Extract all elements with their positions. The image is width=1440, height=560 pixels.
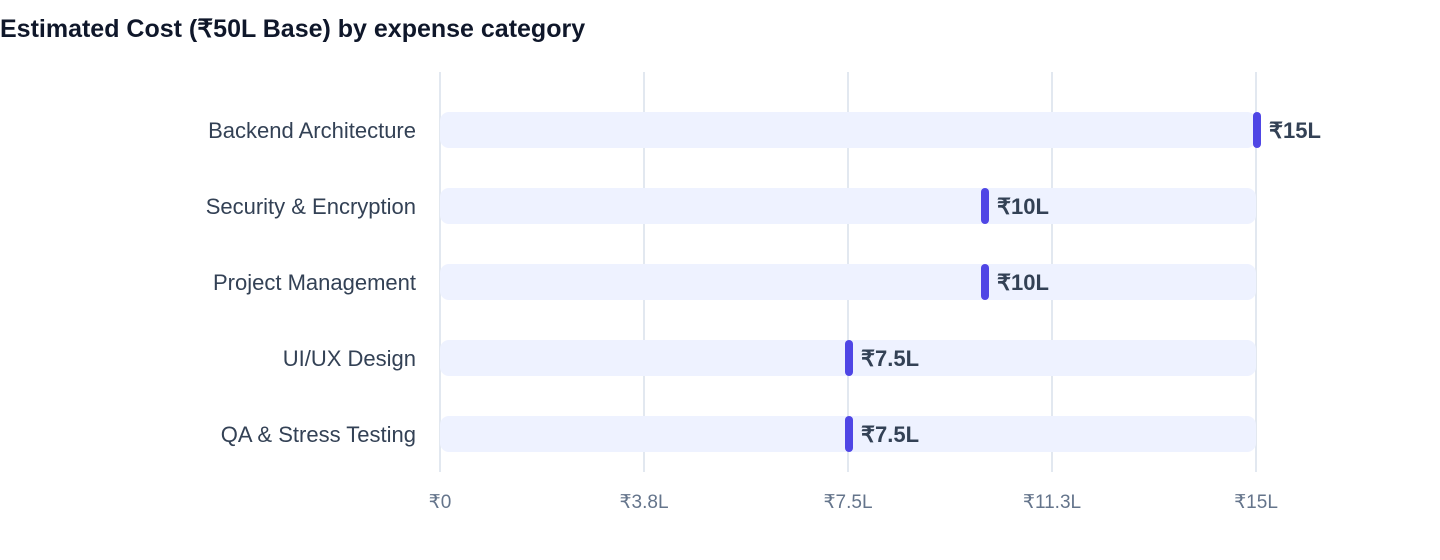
bar-value-marker[interactable] — [981, 188, 989, 224]
x-tick-label: ₹7.5L — [823, 492, 872, 513]
bar-track — [440, 264, 1256, 300]
value-label: ₹15L — [1269, 118, 1321, 143]
category-label: Security & Encryption — [206, 194, 416, 219]
bar-track — [440, 112, 1256, 148]
bar-rows: Backend Architecture ₹15L Security & Encry… — [206, 112, 1321, 452]
value-label: ₹10L — [997, 194, 1049, 219]
bar-row: QA & Stress Testing ₹7.5L — [221, 416, 1256, 452]
bar-row: UI/UX Design ₹7.5L — [283, 340, 1256, 376]
value-label: ₹7.5L — [861, 422, 919, 447]
bar-value-marker[interactable] — [845, 340, 853, 376]
x-tick-label: ₹0 — [429, 492, 452, 513]
category-label: QA & Stress Testing — [221, 422, 416, 447]
category-label: UI/UX Design — [283, 346, 416, 371]
bar-row: Project Management ₹10L — [213, 264, 1256, 300]
bar-value-marker[interactable] — [845, 416, 853, 452]
bar-row: Security & Encryption ₹10L — [206, 188, 1256, 224]
value-label: ₹10L — [997, 270, 1049, 295]
bar-value-marker[interactable] — [1253, 112, 1261, 148]
bar-track — [440, 188, 1256, 224]
bar-value-marker[interactable] — [981, 264, 989, 300]
category-label: Project Management — [213, 270, 416, 295]
x-tick-label: ₹3.8L — [619, 492, 668, 513]
category-label: Backend Architecture — [208, 118, 416, 143]
value-label: ₹7.5L — [861, 346, 919, 371]
x-tick-label: ₹15L — [1234, 492, 1278, 513]
bar-row: Backend Architecture ₹15L — [208, 112, 1321, 148]
x-axis-ticks: ₹0 ₹3.8L ₹7.5L ₹11.3L ₹15L — [429, 492, 1278, 513]
chart-title: Estimated Cost (₹50L Base) by expense ca… — [0, 15, 586, 43]
x-tick-label: ₹11.3L — [1023, 492, 1081, 513]
